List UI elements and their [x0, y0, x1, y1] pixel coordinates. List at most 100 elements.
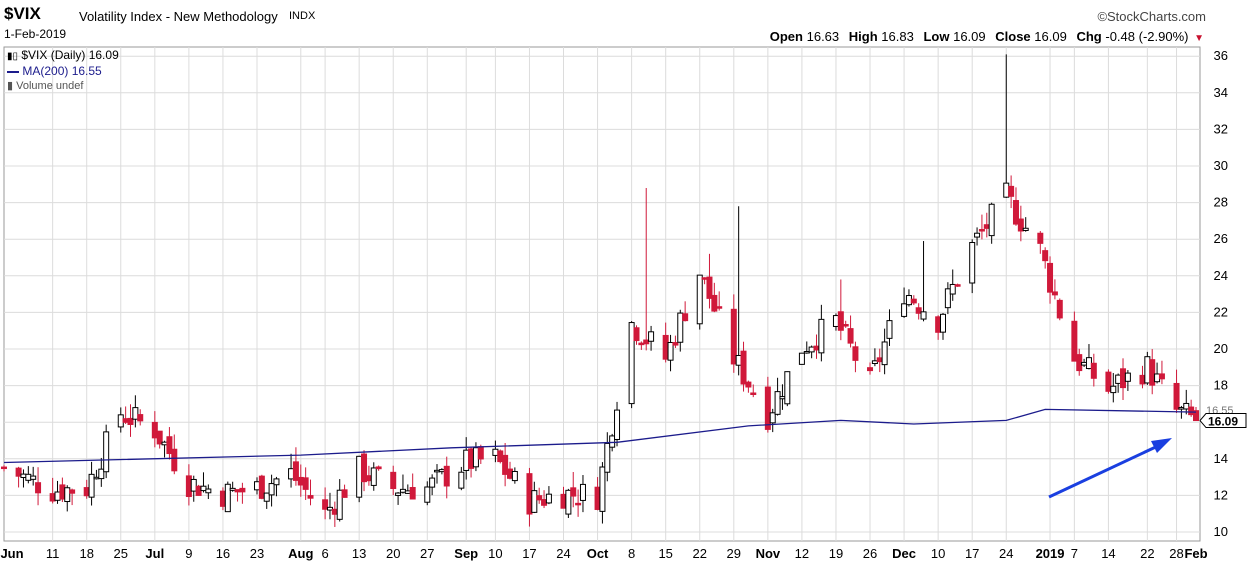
candle-body [399, 488, 406, 493]
candle-body [614, 409, 621, 440]
x-tick-label: Feb [1184, 546, 1207, 561]
y-tick-label: 34 [1214, 85, 1228, 100]
candle-body [716, 306, 723, 309]
x-tick-label: 19 [829, 546, 843, 561]
candle-body [978, 229, 985, 232]
candle-body [1178, 407, 1185, 410]
stockcharts-brand[interactable]: ©StockCharts.com [1097, 9, 1206, 24]
x-tick-label: 2019 [1036, 546, 1065, 561]
x-tick-label: 13 [352, 546, 366, 561]
candle-body [30, 475, 37, 480]
candle-body [764, 386, 771, 430]
candle-body [375, 466, 382, 470]
candle-body [832, 315, 839, 327]
candle-body [292, 461, 299, 481]
candle-body [404, 490, 411, 494]
legend-ma: MA(200) 16.55 [7, 64, 102, 78]
x-tick-label: Jul [145, 546, 164, 561]
candle-body [409, 487, 416, 500]
candle-body [1042, 250, 1049, 262]
candle-body [1017, 218, 1024, 232]
x-tick-label: 18 [79, 546, 93, 561]
chart-date: 1-Feb-2019 [4, 27, 67, 41]
candle-body [219, 490, 226, 507]
y-tick-label: 10 [1214, 524, 1228, 539]
y-tick-label: 28 [1214, 195, 1228, 210]
candle-body [803, 351, 810, 354]
candle-body [1090, 362, 1097, 379]
candle-body [297, 476, 304, 486]
candle-body [682, 313, 689, 322]
x-tick-label: 28 [1169, 546, 1183, 561]
y-tick-label: 22 [1214, 304, 1228, 319]
candle-icon: ▮▯ [7, 51, 19, 62]
candle-body [258, 475, 265, 499]
candle-body [122, 418, 129, 423]
candle-body [536, 495, 543, 501]
candle-body [190, 478, 197, 492]
candle-body [531, 490, 538, 513]
candle-body [541, 499, 548, 506]
candle-body [1081, 361, 1088, 366]
candle-body [395, 492, 402, 496]
candle-body [443, 465, 450, 487]
candle-body [98, 468, 105, 480]
legend-price-label: $VIX (Daily) 16.09 [21, 48, 119, 62]
low-label: Low [923, 29, 950, 44]
y-tick-label: 32 [1214, 121, 1228, 136]
candle-body [745, 381, 752, 388]
candle-body [774, 391, 781, 415]
candle-body [288, 468, 295, 480]
candle-body [667, 341, 674, 361]
candle-body [1037, 232, 1044, 244]
candle-body [424, 486, 431, 503]
candle-body [969, 242, 976, 284]
legend-volume-label: Volume undef [16, 80, 84, 92]
legend-price: ▮▯ $VIX (Daily) 16.09 [7, 48, 119, 62]
candle-body [49, 493, 56, 502]
close-value: 16.09 [1034, 29, 1067, 44]
high-value: 16.83 [881, 29, 914, 44]
candle-body [1, 466, 7, 470]
candle-body [69, 489, 76, 494]
candle-body [798, 352, 805, 365]
candle-body [234, 489, 241, 493]
candle-body [784, 371, 791, 405]
y-tick-label: 24 [1214, 268, 1228, 283]
candle-body [361, 453, 368, 483]
x-tick-label: Nov [756, 546, 781, 561]
close-value-tag-box [1199, 413, 1247, 429]
x-tick-label: 20 [386, 546, 400, 561]
candle-body [1051, 291, 1058, 296]
candle-body [940, 313, 947, 333]
candle-body [205, 488, 212, 494]
candle-body [628, 322, 635, 405]
exchange-label: INDX [289, 10, 316, 22]
open-label: Open [769, 29, 803, 44]
candle-body [229, 487, 236, 491]
x-tick-label: 11 [46, 546, 60, 561]
candle-body [1120, 368, 1127, 389]
candle-body [156, 430, 163, 445]
candle-body [545, 493, 552, 504]
candle-body [434, 469, 441, 473]
candle-body [983, 224, 990, 229]
x-tick-label: Jun [0, 546, 23, 561]
candle-body [331, 508, 338, 515]
candle-body [1022, 227, 1029, 231]
candle-body [813, 345, 820, 351]
candle-body [575, 502, 582, 506]
candle-body [954, 284, 961, 287]
candle-body [497, 450, 504, 463]
candle-body [20, 473, 27, 479]
candle-body [302, 477, 309, 490]
x-tick-label: Aug [288, 546, 313, 561]
candle-body [779, 396, 786, 400]
candle-body [15, 467, 22, 477]
candle-body [1139, 374, 1146, 385]
x-tick-label: 23 [250, 546, 264, 561]
candle-body [735, 354, 742, 366]
candle-body [1012, 200, 1019, 225]
x-tick-label: 29 [727, 546, 741, 561]
